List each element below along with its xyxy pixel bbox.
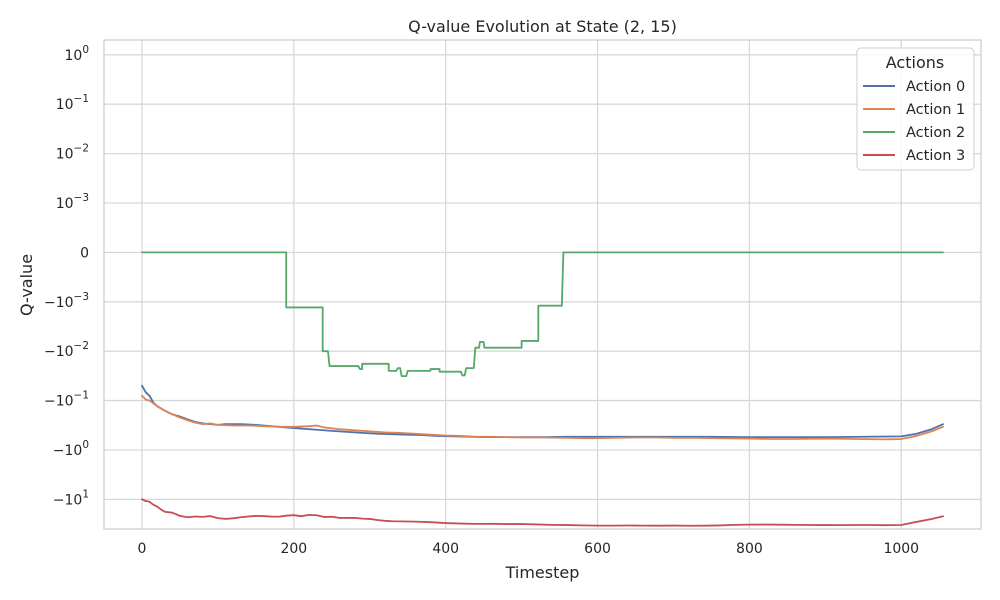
legend-label-action-3: Action 3 <box>906 148 965 164</box>
y-tick-label: 10−3 <box>56 192 89 212</box>
y-tick-label: −10−3 <box>44 291 89 311</box>
y-tick-label: −10−2 <box>44 340 89 360</box>
series-layer <box>141 251 944 527</box>
legend-label-action-1: Action 1 <box>906 102 965 118</box>
x-tick-label: 600 <box>584 541 611 557</box>
chart-title: Q-value Evolution at State (2, 15) <box>408 17 677 36</box>
plot-frame <box>103 39 982 530</box>
y-tick-label: −101 <box>53 488 89 508</box>
series-line-action-3 <box>141 498 944 527</box>
series-line-action-2 <box>141 251 944 378</box>
y-tick-label: 0 <box>80 245 89 261</box>
y-tick-label: 100 <box>64 44 89 64</box>
legend-label-action-2: Action 2 <box>906 125 965 141</box>
legend-items: Action 0 Action 1 Action 2 Action 3 <box>863 79 965 164</box>
y-tick-label: −100 <box>53 439 89 459</box>
y-axis-label: Q-value <box>17 254 36 316</box>
legend: Actions Action 0 Action 1 Action 2 Action 3 <box>856 47 975 171</box>
tick-layer: 0 200 400 600 800 1000 100 10−1 10−2 10−3 0 −10−3 −1… <box>44 44 919 557</box>
legend-box <box>856 47 975 171</box>
x-tick-label: 400 <box>432 541 459 557</box>
legend-title: Actions <box>886 53 944 72</box>
y-tick-label: 10−2 <box>56 143 89 163</box>
legend-label-action-0: Action 0 <box>906 79 965 95</box>
series-line-action-1 <box>141 394 944 441</box>
x-tick-label: 800 <box>736 541 763 557</box>
x-axis-label: Timestep <box>505 563 580 582</box>
x-tick-label: 0 <box>138 541 147 557</box>
x-tick-label: 1000 <box>883 541 919 557</box>
y-tick-label: −10−1 <box>44 390 89 410</box>
y-tick-label: 10−1 <box>56 93 89 113</box>
x-tick-label: 200 <box>280 541 307 557</box>
